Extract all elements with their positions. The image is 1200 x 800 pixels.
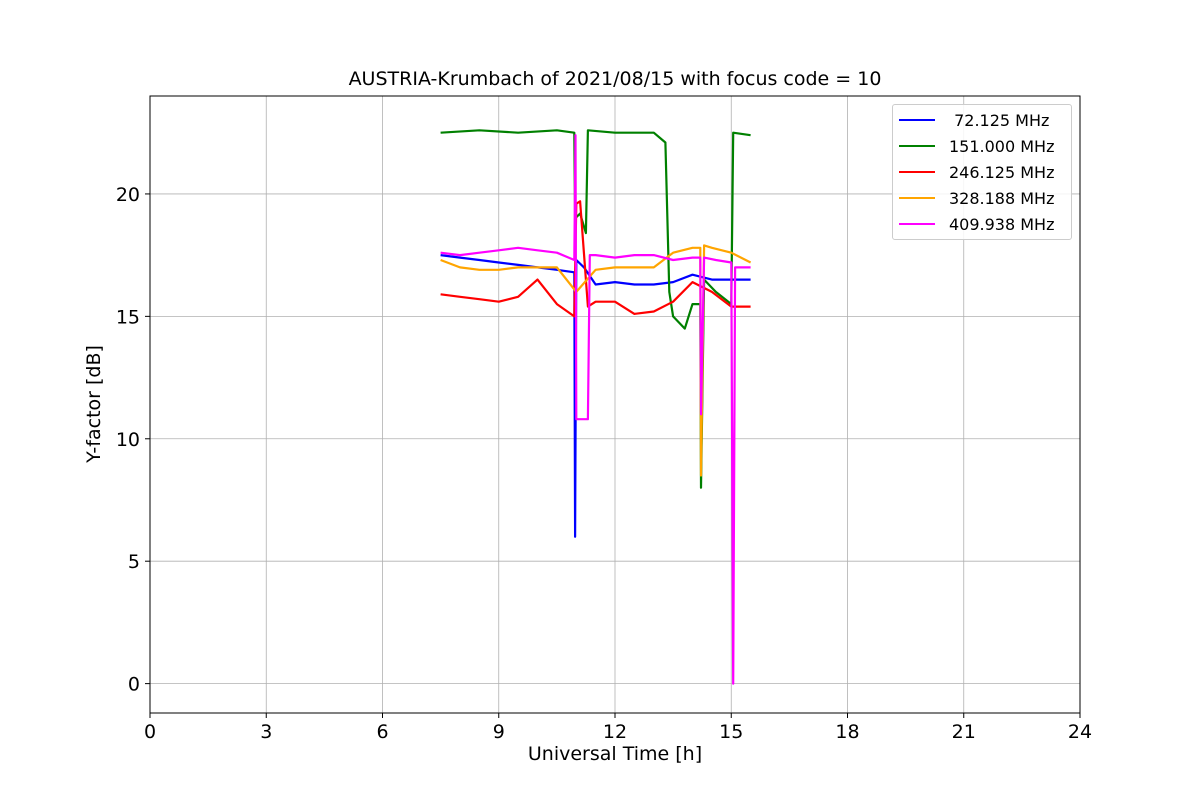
series-line-2 (440, 200, 751, 318)
y-tick-label: 5 (128, 551, 140, 573)
legend-item: 409.938 MHz (893, 211, 1071, 237)
x-tick-label: 9 (493, 721, 505, 743)
legend: 72.125 MHz 151.000 MHz 246.125 MHz 328.1… (892, 104, 1072, 240)
x-axis-label: Universal Time [h] (527, 743, 703, 765)
chart-title: AUSTRIA-Krumbach of 2021/08/15 with focu… (348, 68, 882, 90)
legend-swatch-3 (899, 197, 935, 199)
legend-swatch-2 (899, 171, 935, 173)
legend-label: 409.938 MHz (949, 214, 1055, 234)
y-axis-label: Y-factor [dB] (83, 345, 105, 463)
x-tick-label: 0 (144, 721, 156, 743)
legend-label: 151.000 MHz (949, 136, 1055, 156)
series-lines (440, 129, 752, 685)
x-tick-label: 12 (603, 721, 627, 743)
axis-ticks: 0 3 6 9 12 15 18 21 24 0 5 10 15 20 (116, 184, 1092, 743)
x-tick-label: 15 (719, 721, 743, 743)
legend-item: 151.000 MHz (893, 133, 1071, 159)
x-tick-label: 18 (835, 721, 859, 743)
legend-label: 246.125 MHz (949, 162, 1055, 182)
y-tick-label: 0 (128, 674, 140, 696)
x-tick-label: 6 (376, 721, 388, 743)
legend-item: 328.188 MHz (893, 185, 1071, 211)
y-tick-label: 15 (116, 306, 140, 328)
legend-swatch-4 (899, 223, 935, 225)
legend-swatch-0 (899, 119, 935, 121)
series-line-4 (440, 134, 751, 685)
legend-label: 72.125 MHz (949, 110, 1050, 130)
y-tick-label: 20 (116, 184, 140, 206)
legend-item: 246.125 MHz (893, 159, 1071, 185)
x-tick-label: 3 (260, 721, 272, 743)
legend-swatch-1 (899, 145, 935, 147)
legend-label: 328.188 MHz (949, 188, 1055, 208)
x-tick-label: 24 (1068, 721, 1092, 743)
series-line-1 (440, 129, 751, 489)
legend-item: 72.125 MHz (893, 107, 1071, 133)
series-line-0 (440, 254, 751, 538)
y-tick-label: 10 (116, 429, 140, 451)
x-tick-label: 21 (952, 721, 976, 743)
